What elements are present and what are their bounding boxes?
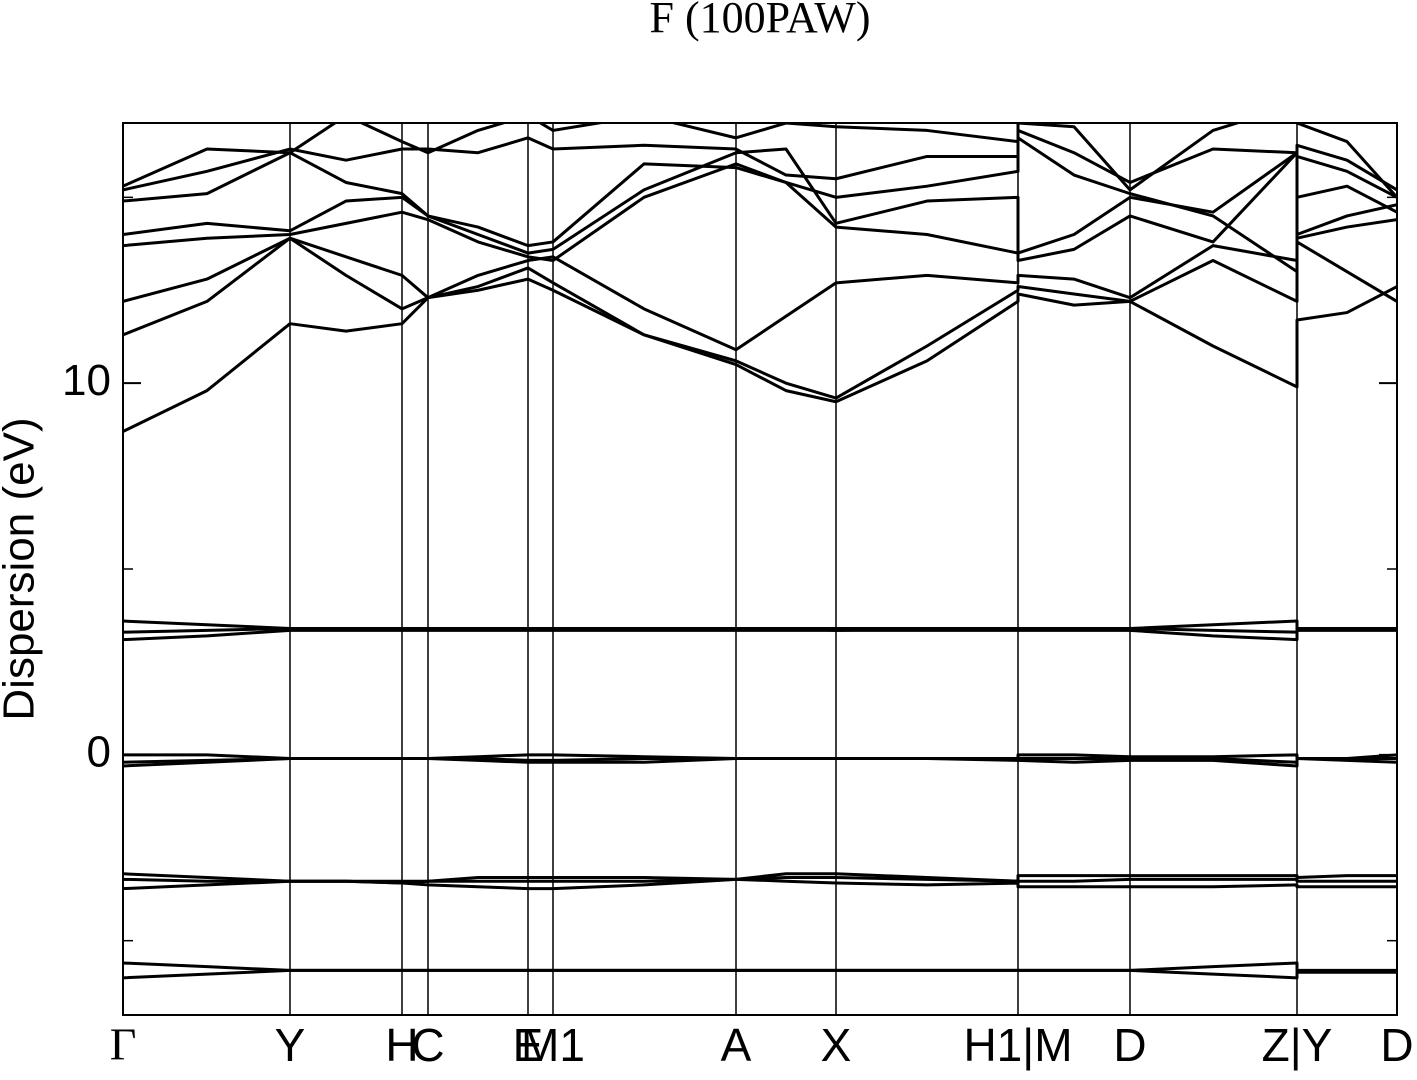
band <box>123 136 1397 274</box>
y-axis-label: Dispersion (eV) <box>0 417 44 720</box>
band <box>123 128 1397 214</box>
band <box>123 123 1397 199</box>
x-tick-label: A <box>721 1019 752 1071</box>
chart-title: F (100PAW) <box>650 0 871 42</box>
band <box>123 877 1397 891</box>
band <box>123 628 1397 642</box>
y-tick-label: 10 <box>62 356 111 405</box>
x-tick-label: Y <box>275 1019 306 1071</box>
band <box>123 626 1397 634</box>
y-tick-label: 0 <box>87 727 111 776</box>
bands <box>123 123 1397 980</box>
band <box>123 218 1397 352</box>
band <box>123 277 1397 433</box>
band <box>123 968 1397 980</box>
band <box>123 147 1397 255</box>
band <box>123 236 1397 400</box>
x-tick-label: Z|Y <box>1262 1019 1333 1071</box>
x-tick-label: H1|M <box>963 1019 1072 1071</box>
band <box>123 151 1397 263</box>
x-tick-label: E <box>513 1019 544 1071</box>
x-tick-label: C <box>411 1019 444 1071</box>
x-tick-label: D <box>1380 1019 1413 1071</box>
x-tick-label: M1 <box>521 1019 585 1071</box>
band <box>123 757 1397 768</box>
x-tick-label: H <box>385 1019 418 1071</box>
x-tick-label: D <box>1113 1019 1146 1071</box>
x-tick-label: Γ <box>110 1019 137 1070</box>
x-tick-label: X <box>821 1019 852 1071</box>
